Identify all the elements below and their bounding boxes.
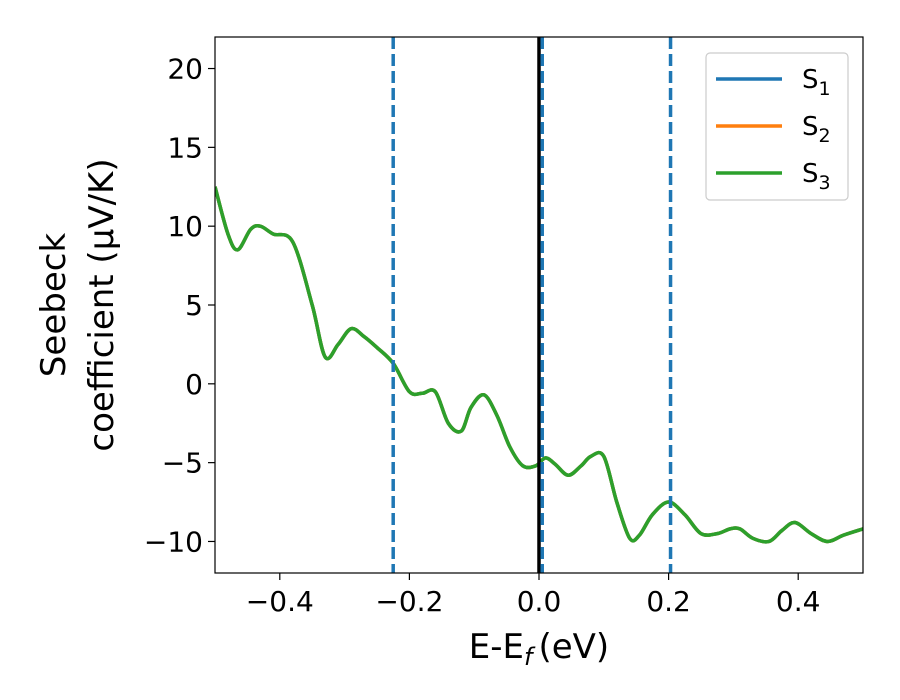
legend-label-s1: S1 bbox=[802, 65, 831, 100]
x-axis-label: E-Ef (eV) bbox=[469, 627, 609, 671]
y-axis-label-line2: coefficient (μV/K) bbox=[82, 158, 122, 451]
y-tick-label: 15 bbox=[167, 131, 203, 164]
x-tick-label: 0.2 bbox=[646, 585, 691, 618]
legend: S1 S2 S3 bbox=[705, 52, 849, 201]
reference-lines bbox=[391, 37, 673, 573]
y-tick-label: −5 bbox=[162, 447, 203, 480]
y-axis-label: Seebeck coefficient (μV/K) bbox=[34, 158, 122, 451]
legend-label-s2: S2 bbox=[802, 112, 831, 147]
y-axis-ticks: −10 −5 0 5 10 15 20 bbox=[144, 53, 215, 558]
y-tick-label: 5 bbox=[185, 289, 203, 322]
x-tick-label: −0.2 bbox=[375, 585, 443, 618]
y-tick-label: 0 bbox=[185, 368, 203, 401]
series-line-s3 bbox=[215, 186, 863, 544]
x-tick-label: 0.0 bbox=[517, 585, 562, 618]
y-axis-label-line1: Seebeck bbox=[34, 233, 74, 378]
y-tick-label: 10 bbox=[167, 210, 203, 243]
legend-label-s3: S3 bbox=[802, 159, 831, 194]
x-axis-ticks: −0.4 −0.2 0.0 0.2 0.4 bbox=[246, 573, 821, 618]
series-lines bbox=[215, 186, 863, 544]
x-tick-label: −0.4 bbox=[246, 585, 314, 618]
y-tick-label: 20 bbox=[167, 53, 203, 86]
y-tick-label: −10 bbox=[144, 525, 203, 558]
x-tick-label: 0.4 bbox=[776, 585, 821, 618]
